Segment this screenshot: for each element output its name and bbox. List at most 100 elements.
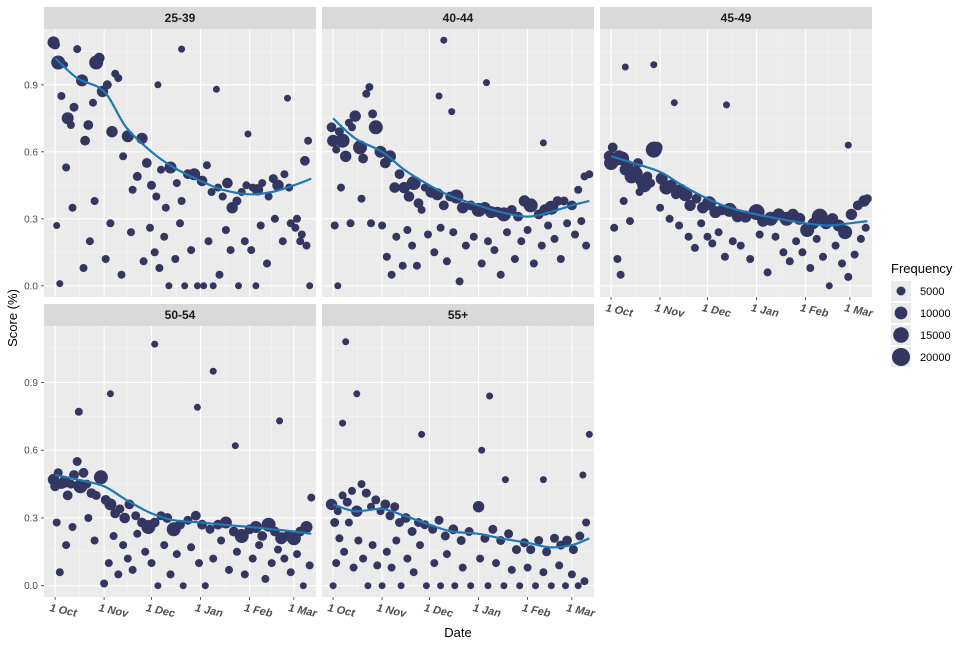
- data-point: [626, 217, 634, 226]
- facet-strip: [600, 7, 872, 29]
- data-point: [68, 203, 77, 212]
- data-point: [831, 241, 840, 250]
- data-point: [650, 61, 658, 69]
- data-point: [104, 498, 117, 511]
- x-tick-label: 1 Dec: [423, 602, 454, 620]
- data-point: [90, 536, 99, 545]
- data-point: [329, 582, 337, 590]
- data-point: [571, 230, 579, 239]
- x-tick-label: 1 Feb: [521, 602, 552, 620]
- data-point: [252, 282, 260, 290]
- data-point: [616, 270, 625, 279]
- data-point: [232, 547, 241, 556]
- data-point: [574, 185, 583, 194]
- data-point: [91, 490, 101, 500]
- data-point: [68, 523, 77, 531]
- data-point: [172, 179, 181, 188]
- data-point: [62, 490, 73, 501]
- data-point: [440, 36, 448, 44]
- data-point: [476, 554, 485, 563]
- data-point: [349, 110, 361, 122]
- data-point: [300, 155, 310, 166]
- data-point: [201, 582, 209, 590]
- data-point: [261, 574, 270, 583]
- data-point: [819, 252, 827, 261]
- legend-key-point: [893, 327, 909, 343]
- facet-strip: [322, 304, 594, 326]
- data-point: [286, 568, 295, 577]
- data-point: [296, 237, 305, 246]
- facet-panel-50-54: 50-54 0.0 0.3 0.6 0.9 1 Oct 1 Nov 1 Dec 1 Jan 1 F…: [24, 304, 319, 620]
- data-point: [93, 470, 108, 485]
- data-point: [176, 219, 184, 228]
- data-point: [613, 255, 622, 263]
- data-point: [365, 83, 374, 92]
- data-point: [115, 504, 125, 514]
- data-point: [205, 524, 215, 534]
- data-point: [305, 561, 314, 570]
- data-point: [442, 257, 451, 266]
- data-point: [119, 152, 128, 161]
- data-point: [147, 559, 156, 568]
- data-point: [478, 446, 486, 454]
- data-point: [550, 234, 559, 243]
- data-point: [539, 139, 547, 147]
- data-point: [469, 232, 478, 241]
- data-point: [332, 145, 341, 154]
- data-point: [675, 221, 684, 230]
- data-point: [714, 228, 723, 237]
- y-tick-label: 0.9: [24, 378, 38, 389]
- data-point: [856, 234, 865, 243]
- legend-key-point: [896, 286, 906, 296]
- data-point: [354, 536, 363, 545]
- y-tick-label: 0.0: [24, 581, 38, 592]
- data-point: [53, 222, 61, 229]
- data-point: [844, 141, 852, 149]
- data-point: [451, 582, 459, 590]
- panel-background: [44, 29, 316, 297]
- data-point: [397, 582, 405, 590]
- x-tick-label: 1 Dec: [701, 302, 732, 320]
- data-point: [684, 199, 696, 212]
- x-axis-title: Date: [444, 625, 471, 640]
- data-point: [380, 499, 391, 510]
- data-point: [403, 554, 412, 563]
- facet-strip-label: 25-39: [165, 11, 196, 25]
- data-point: [83, 120, 94, 130]
- data-point: [231, 442, 239, 450]
- data-point: [219, 516, 232, 529]
- data-point: [234, 529, 249, 543]
- data-point: [359, 554, 368, 563]
- data-point: [544, 221, 553, 230]
- data-point: [825, 282, 833, 290]
- data-point: [845, 208, 858, 221]
- legend-entry-label: 15000: [920, 330, 951, 342]
- data-point: [418, 430, 426, 438]
- data-point: [304, 136, 313, 145]
- data-point: [209, 367, 217, 375]
- data-point: [293, 550, 301, 559]
- data-point: [390, 502, 400, 512]
- data-point: [503, 228, 511, 237]
- facet-strip-label: 55+: [448, 308, 468, 322]
- data-point: [368, 541, 377, 550]
- data-point: [539, 476, 547, 484]
- data-point: [340, 547, 349, 556]
- facet-panel-25-39: 25-39 0.0 0.3 0.6 0.9: [24, 7, 316, 297]
- data-point: [152, 192, 161, 201]
- data-point: [529, 259, 538, 268]
- data-point: [278, 237, 287, 246]
- data-point: [339, 419, 347, 427]
- data-point: [270, 214, 279, 223]
- data-point: [193, 282, 201, 290]
- x-tick-label: 1 Jan: [472, 602, 502, 620]
- data-point: [272, 179, 284, 191]
- data-point: [100, 579, 109, 588]
- data-point: [90, 197, 99, 205]
- data-point: [448, 108, 456, 116]
- data-point: [763, 268, 772, 277]
- data-point: [406, 176, 421, 191]
- data-point: [342, 338, 350, 346]
- smooth-trend-line: [332, 503, 590, 549]
- data-point: [785, 257, 794, 266]
